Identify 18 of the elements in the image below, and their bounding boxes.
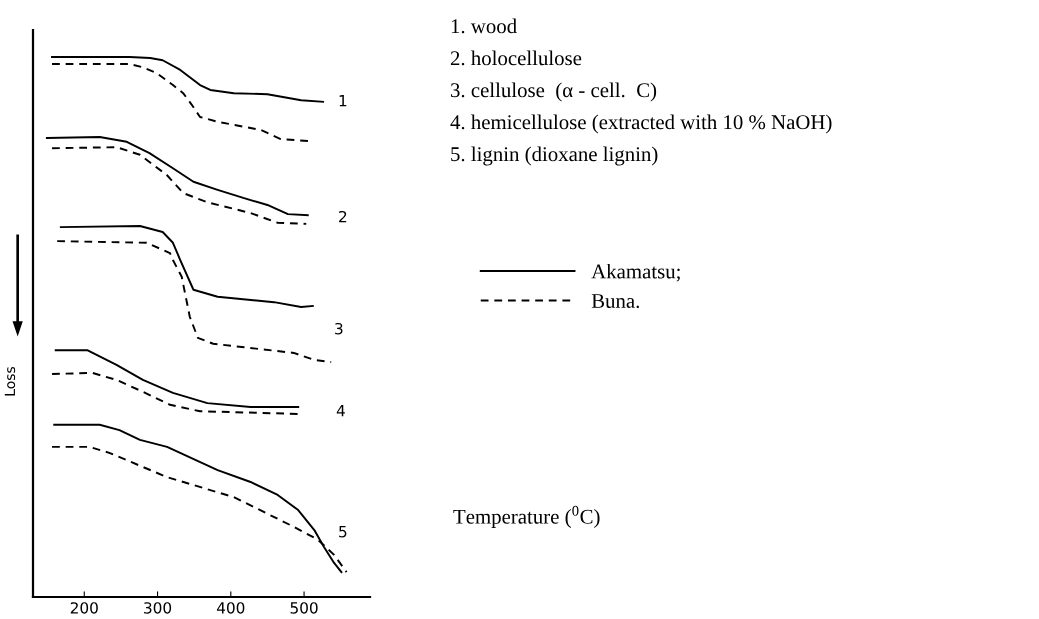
- annotation: 5: [339, 526, 347, 538]
- x-tick-label: 500: [290, 602, 318, 614]
- text: 2. holocellulose: [450, 50, 582, 66]
- text: 1. wood: [451, 18, 517, 34]
- x-tick-label: 300: [144, 602, 172, 614]
- legend-label: Akamatsu;: [591, 263, 680, 282]
- annotation: 3: [335, 322, 343, 335]
- text: 5. lignin (dioxane lignin): [451, 146, 658, 166]
- text: 3. cellulose (α - cell. C): [451, 82, 657, 102]
- legend-label: Buna.: [591, 294, 639, 309]
- annotation: 4: [336, 405, 345, 417]
- annotation: 2: [339, 210, 347, 223]
- x-tick-label: 200: [70, 602, 98, 614]
- x-axis-title: Temperature ($^{0}$C): [453, 505, 600, 528]
- x-tick-label: 400: [216, 602, 245, 614]
- text: 4. hemicellulose (extracted with 10 % NaOH): [450, 114, 832, 134]
- y-axis-title: Loss: [4, 366, 16, 396]
- annotation: 1: [339, 95, 347, 107]
